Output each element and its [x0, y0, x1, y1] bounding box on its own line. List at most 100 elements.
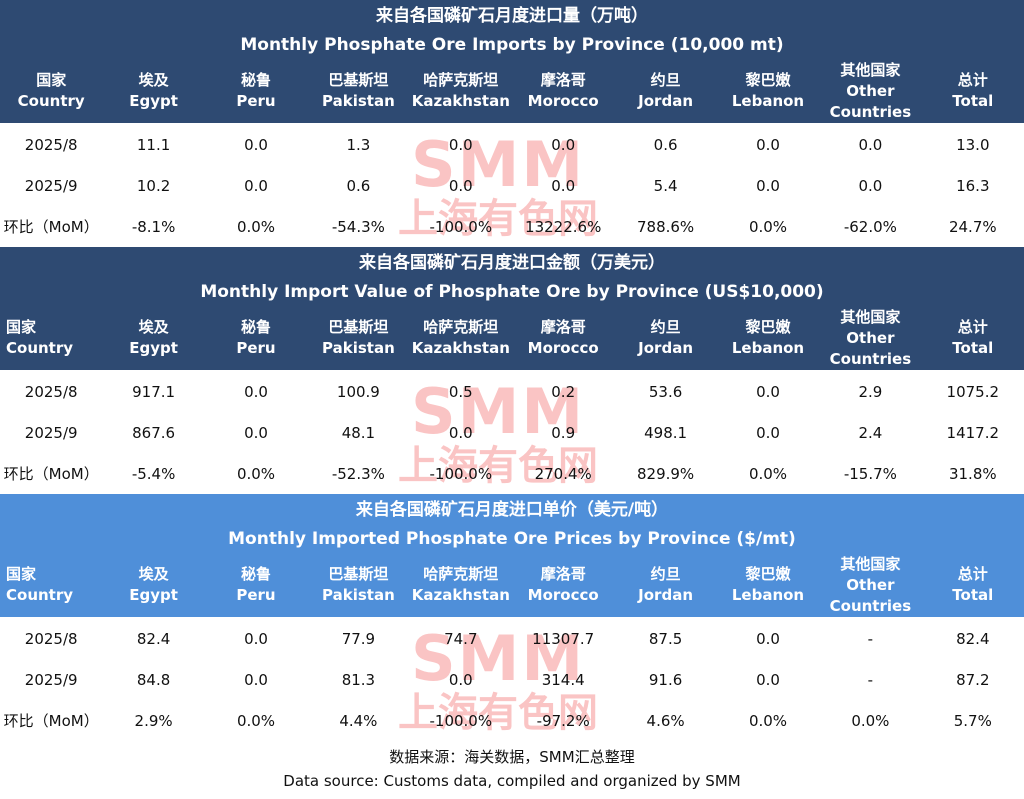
- data-cell: 环比（MoM）: [3, 218, 99, 236]
- header-line: 秘鲁: [240, 565, 271, 583]
- header-band: 来自各国磷矿石月度进口量（万吨） Monthly Phosphate Ore Im…: [0, 0, 1024, 124]
- header-cell: 埃及 Egypt: [102, 317, 204, 359]
- header-line: Other: [846, 328, 895, 347]
- header-line: Kazakhstan: [411, 92, 510, 110]
- data-cell: 87.5: [648, 629, 683, 648]
- data-cell: 829.9%: [636, 464, 695, 483]
- data-cell: 0.0: [448, 670, 473, 689]
- data-cell: 1417.2: [946, 423, 1000, 442]
- header-line: 巴基斯坦: [328, 565, 389, 583]
- data-cell: 0.0: [756, 135, 780, 154]
- data-cell: 0.0: [756, 423, 780, 442]
- header-cell: 其他国家 Other Countries: [819, 307, 921, 370]
- data-cell: 53.6: [648, 382, 683, 401]
- data-cell: 0.0: [244, 670, 268, 689]
- data-cell: 2025/9: [24, 423, 78, 442]
- data-cell: 10.2: [136, 176, 171, 195]
- data-cell: 0.0: [756, 629, 780, 648]
- data-cell: 0.0%: [748, 217, 788, 236]
- data-cell: 16.3: [956, 176, 990, 195]
- header-line: 其他国家: [840, 60, 901, 79]
- data-cell: 5.7%: [953, 711, 992, 730]
- data-cell: 2025/8: [24, 382, 78, 401]
- header-line: 其他国家: [840, 554, 901, 573]
- data-cell: -: [867, 670, 874, 689]
- data-cell: 0.0: [448, 176, 473, 195]
- table-title: 来自各国磷矿石月度进口单价（美元/吨） Monthly Imported Phos…: [0, 494, 1024, 552]
- data-cell: 87.2: [956, 670, 990, 689]
- data-cell: 0.0: [244, 423, 268, 442]
- header-line: 国家Country: [6, 565, 74, 604]
- header-line: Peru: [236, 339, 276, 357]
- data-cell: 环比（MoM）: [3, 712, 99, 730]
- header-line: Lebanon: [731, 92, 805, 110]
- data-cell: 0.6: [346, 176, 371, 195]
- header-line: Morocco: [527, 586, 599, 604]
- header-line: Lebanon: [731, 339, 805, 357]
- header-line: 约旦: [650, 71, 681, 89]
- header-line: Pakistan: [322, 339, 395, 357]
- data-cell: -100.0%: [429, 711, 493, 730]
- data-cell: -62.0%: [843, 217, 897, 236]
- header-cell: 其他国家 Other Countries: [819, 554, 921, 617]
- header-cell: 国家Country: [0, 317, 102, 359]
- header-line: 总计: [957, 565, 988, 583]
- data-cell: 2025/8: [24, 629, 78, 648]
- title-en: Monthly Imported Phosphate Ore Prices by…: [228, 529, 796, 549]
- header-line: 巴基斯坦: [328, 71, 389, 89]
- table-title: 来自各国磷矿石月度进口金额（万美元） Monthly Import Value o…: [0, 247, 1024, 305]
- data-row: 2025/9 10.2 0.0 0.6 0.0 0.0 5.4 0.0 0.0 16.3: [0, 165, 1024, 206]
- header-line: 摩洛哥: [540, 318, 586, 336]
- data-cell: 0.0%: [236, 217, 276, 236]
- header-line: 哈萨克斯坦: [423, 318, 499, 336]
- data-cell: 0.0: [244, 382, 268, 401]
- data-cell: 2025/9: [24, 670, 78, 689]
- table-title: 来自各国磷矿石月度进口量（万吨） Monthly Phosphate Ore Im…: [0, 0, 1024, 58]
- data-cell: 0.0%: [748, 711, 788, 730]
- data-cell: 74.7: [444, 629, 478, 648]
- data-row: 2025/9 867.6 0.0 48.1 0.0 0.9 498.1 0.0 2.4 1417.…: [0, 412, 1024, 453]
- header-line: Morocco: [527, 92, 599, 110]
- data-cell: 2025/8: [24, 135, 78, 154]
- data-cell: 13222.6%: [525, 217, 602, 236]
- data-cell: 314.4: [541, 670, 585, 689]
- data-cell: 0.2: [551, 382, 576, 401]
- data-cell: 0.0: [244, 176, 268, 195]
- data-cell: 31.8%: [948, 464, 997, 483]
- header-line: Total: [952, 586, 994, 604]
- header-line: 黎巴嫩: [745, 71, 791, 89]
- data-cell: 0.0: [244, 629, 268, 648]
- header-line: Jordan: [638, 586, 693, 604]
- header-cell: 巴基斯坦 Pakistan: [307, 317, 409, 359]
- data-cell: 788.6%: [636, 217, 695, 236]
- data-cell: 0.0%: [236, 464, 276, 483]
- header-cell: 国家Country: [0, 564, 102, 606]
- data-cell: 11307.7: [532, 629, 595, 648]
- data-cell: -15.7%: [843, 464, 897, 483]
- data-cell: 91.6: [648, 670, 683, 689]
- data-cell: 867.6: [132, 423, 176, 442]
- data-cell: 0.0: [756, 382, 780, 401]
- header-cell: 约旦 Jordan: [614, 317, 716, 359]
- header-line: Kazakhstan: [411, 339, 510, 357]
- data-cell: 0.0: [756, 670, 780, 689]
- data-cell: 1075.2: [946, 382, 1000, 401]
- header-line: Other: [846, 575, 895, 594]
- data-cell: 84.8: [136, 670, 171, 689]
- header-line: Jordan: [638, 92, 693, 110]
- header-line: Countries: [829, 349, 912, 368]
- header-cell: 摩洛哥 Morocco: [512, 70, 614, 112]
- data-row: 环比（MoM） -8.1% 0.0% -54.3% -100.0% 13222.6% 788…: [0, 206, 1024, 247]
- header-cell: 约旦 Jordan: [614, 564, 716, 606]
- header-cell: 黎巴嫩 Lebanon: [717, 317, 819, 359]
- header-line: 黎巴嫩: [745, 565, 791, 583]
- header-line: Egypt: [129, 586, 178, 604]
- header-cell: 其他国家 Other Countries: [819, 60, 921, 123]
- header-line: Morocco: [527, 339, 599, 357]
- header-cell: 秘鲁 Peru: [205, 317, 307, 359]
- data-cell: 0.6: [653, 135, 678, 154]
- header-cell: 哈萨克斯坦 Kazakhstan: [410, 317, 512, 359]
- data-row: 环比（MoM） -5.4% 0.0% -52.3% -100.0% 270.4% 829.9…: [0, 453, 1024, 494]
- header-line: Pakistan: [322, 92, 395, 110]
